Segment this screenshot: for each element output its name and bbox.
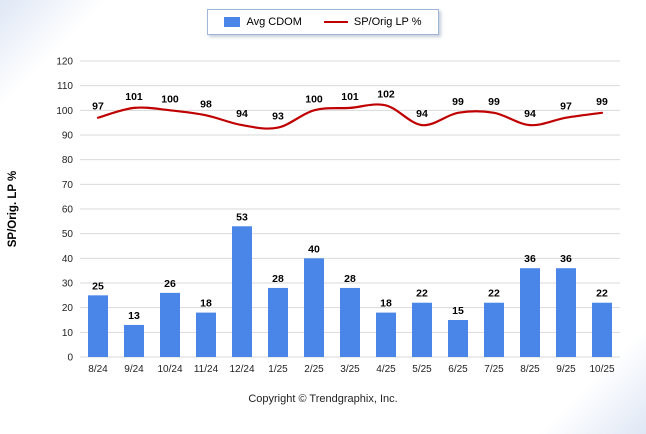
line-value-label: 94	[236, 108, 248, 120]
bar-avg-cdom	[160, 292, 180, 357]
bar-avg-cdom	[592, 302, 612, 357]
bar-value-label: 18	[380, 298, 392, 310]
bar-value-label: 22	[416, 288, 428, 300]
bar-value-label: 13	[128, 310, 140, 322]
bar-avg-cdom	[232, 226, 252, 357]
y-tick-label: 50	[62, 229, 74, 240]
bar-avg-cdom	[448, 320, 468, 357]
line-value-label: 97	[92, 101, 104, 113]
x-tick-label: 1/25	[268, 364, 288, 375]
bar-series-swatch	[224, 17, 241, 27]
x-tick-label: 2/25	[304, 364, 324, 375]
y-tick-label: 0	[67, 353, 73, 364]
bar-avg-cdom	[196, 312, 216, 357]
y-tick-label: 110	[57, 81, 73, 92]
bar-value-label: 40	[308, 243, 320, 255]
bar-avg-cdom	[340, 287, 360, 357]
x-tick-label: 8/24	[88, 364, 108, 375]
bar-avg-cdom	[520, 268, 540, 357]
x-tick-label: 10/25	[589, 364, 614, 375]
y-tick-label: 10	[62, 328, 74, 339]
bar-value-label: 25	[92, 280, 104, 292]
legend-row: Avg CDOM SP/Orig LP %	[0, 0, 646, 35]
bar-avg-cdom	[412, 302, 432, 357]
line-value-label: 100	[161, 93, 179, 105]
line-series-swatch	[323, 21, 348, 23]
bar-value-label: 28	[344, 273, 356, 285]
bar-avg-cdom	[124, 324, 144, 357]
line-value-label: 94	[416, 108, 428, 120]
line-value-label: 94	[524, 108, 536, 120]
bar-value-label: 36	[524, 253, 536, 265]
bar-avg-cdom	[268, 287, 288, 357]
sp-orig-lp-line	[96, 103, 604, 130]
bar-avg-cdom	[88, 295, 108, 357]
line-value-label: 102	[377, 88, 395, 100]
line-value-label: 98	[200, 98, 212, 110]
x-tick-label: 3/25	[340, 364, 360, 375]
bar-value-label: 53	[236, 211, 248, 223]
bar-value-label: 36	[560, 253, 572, 265]
y-tick-label: 20	[62, 303, 74, 314]
y-tick-label: 60	[62, 205, 74, 216]
line-series-label: SP/Orig LP %	[353, 16, 422, 28]
x-tick-label: 10/24	[157, 364, 182, 375]
x-tick-label: 5/25	[412, 364, 432, 375]
value-labels-group: 25 13 26 18 53 28 40 28 18 22 15 22 36 36 22 97 101 100 98…	[92, 88, 608, 322]
legend-item-avg-cdom: Avg CDOM	[224, 16, 302, 28]
legend-item-sp-orig-lp: SP/Orig LP %	[323, 16, 422, 28]
x-tick-label: 8/25	[520, 364, 540, 375]
bar-value-label: 22	[596, 288, 608, 300]
bar-series-group	[88, 226, 612, 357]
bar-value-label: 26	[164, 278, 176, 290]
x-tick-label: 9/25	[556, 364, 576, 375]
y-tick-label: 100	[56, 106, 73, 117]
bar-value-label: 15	[452, 305, 464, 317]
x-tick-label: 9/24	[124, 364, 144, 375]
line-series-group	[96, 103, 604, 130]
bar-avg-cdom	[484, 302, 504, 357]
x-axis-tick-labels: 8/24 9/24 10/24 11/24 12/24 1/25 2/25 3/25 4/25 5…	[88, 364, 615, 375]
y-axis-title: SP/Orig. LP %	[7, 171, 19, 247]
line-value-label: 99	[488, 96, 500, 108]
line-value-label: 93	[272, 111, 284, 123]
x-tick-label: 7/25	[484, 364, 504, 375]
bar-value-label: 22	[488, 288, 500, 300]
y-tick-label: 90	[62, 131, 74, 142]
bar-avg-cdom	[556, 268, 576, 357]
y-tick-label: 80	[62, 155, 74, 166]
y-tick-label: 40	[62, 254, 74, 265]
line-value-label: 101	[125, 91, 143, 103]
line-value-label: 100	[305, 93, 323, 105]
line-value-label: 99	[596, 96, 608, 108]
line-value-label: 101	[341, 91, 359, 103]
x-tick-label: 12/24	[229, 364, 254, 375]
bar-value-label: 18	[200, 298, 212, 310]
y-tick-label: 120	[56, 57, 73, 68]
y-tick-label: 70	[62, 180, 74, 191]
bar-avg-cdom	[304, 258, 324, 357]
bar-series-label: Avg CDOM	[246, 16, 302, 28]
y-tick-label: 30	[62, 279, 74, 290]
y-axis-tick-labels: 0 10 20 30 40 50 60 70 80 90 100 110 120	[56, 57, 73, 364]
chart-legend: Avg CDOM SP/Orig LP %	[207, 9, 439, 35]
combo-chart: SP/Orig. LP % 0 10 20 30 40 50 60 70 80 90 100 110 1…	[7, 57, 620, 375]
line-value-label: 99	[452, 96, 464, 108]
bar-avg-cdom	[376, 312, 396, 357]
x-tick-label: 6/25	[448, 364, 468, 375]
copyright-text: Copyright © Trendgraphix, Inc.	[248, 393, 398, 405]
x-tick-label: 4/25	[376, 364, 396, 375]
line-value-label: 97	[560, 101, 572, 113]
x-tick-label: 11/24	[194, 364, 219, 375]
bar-value-label: 28	[272, 273, 284, 285]
